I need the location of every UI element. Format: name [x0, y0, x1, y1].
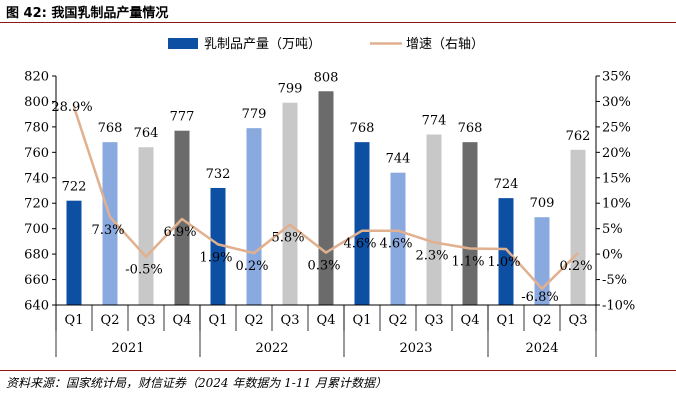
quarter-label: Q2 — [389, 313, 408, 328]
bar-value-label: 724 — [494, 177, 519, 192]
growth-value-label: 2.3% — [415, 248, 448, 263]
legend-bar-label: 乳制品产量（万吨） — [204, 37, 321, 52]
bar — [570, 149, 586, 305]
data-labels: 722 768 764 777 732 779 799 808 768 744 774 768 724 7… — [51, 70, 592, 305]
growth-value-label: -0.5% — [125, 263, 162, 278]
bar — [66, 200, 82, 305]
left-tick-label: 760 — [24, 146, 49, 161]
left-tick-label: 700 — [24, 222, 49, 237]
bar-value-label: 779 — [242, 107, 267, 122]
source-note: 资料来源：国家统计局，财信证券（2024 年数据为 1-11 月累计数据） — [6, 376, 387, 390]
left-tick-label: 740 — [24, 171, 49, 186]
bar-value-label: 768 — [350, 121, 375, 136]
growth-value-label: 0.2% — [559, 259, 592, 274]
quarter-label: Q1 — [353, 313, 372, 328]
right-tick-label: -5% — [602, 273, 627, 288]
quarter-label: Q1 — [497, 313, 516, 328]
right-tick-label: 20% — [602, 146, 631, 161]
growth-line — [72, 106, 579, 290]
quarter-label: Q3 — [425, 313, 444, 328]
bar-value-label: 768 — [98, 121, 123, 136]
legend-line-label: 增速（右轴） — [406, 37, 484, 52]
growth-value-label: 0.3% — [307, 259, 340, 274]
year-label: 2021 — [111, 341, 144, 356]
bar — [426, 134, 442, 305]
bar-value-label: 774 — [422, 114, 447, 129]
footer-rule — [0, 370, 676, 371]
right-tick-label: 35% — [602, 70, 631, 85]
growth-value-label: 5.8% — [271, 231, 304, 246]
growth-value-label: 4.6% — [343, 237, 376, 252]
left-tick-label: 720 — [24, 197, 49, 212]
left-tick-label: 800 — [24, 95, 49, 110]
bar-value-label: 762 — [566, 129, 591, 144]
bar — [210, 187, 226, 305]
right-tick-label: 25% — [602, 120, 631, 135]
left-tick-label: 820 — [24, 70, 49, 85]
left-tick-label: 660 — [24, 273, 49, 288]
bar-series — [66, 91, 586, 306]
right-tick-label: 10% — [602, 197, 631, 212]
quarter-label: Q1 — [209, 313, 228, 328]
bar — [354, 142, 370, 305]
bar-value-label: 799 — [278, 82, 303, 97]
bar — [498, 198, 514, 305]
quarter-label: Q4 — [173, 313, 192, 328]
quarter-label: Q2 — [245, 313, 264, 328]
bar-value-label: 808 — [314, 70, 339, 85]
growth-value-label: 0.2% — [235, 259, 268, 274]
bar-value-label: 764 — [134, 126, 159, 141]
growth-value-label: 4.6% — [379, 237, 412, 252]
year-label: 2024 — [525, 341, 558, 356]
bar — [102, 142, 118, 305]
bar-value-label: 777 — [170, 110, 195, 125]
quarter-label: Q4 — [461, 313, 480, 328]
bar-value-label: 744 — [386, 152, 411, 167]
quarter-label: Q3 — [137, 313, 156, 328]
left-tick-label: 780 — [24, 120, 49, 135]
line-series — [72, 106, 579, 290]
figure-header: 图 42: 我国乳制品产量情况 — [0, 0, 676, 22]
quarter-label: Q2 — [101, 313, 120, 328]
bar — [282, 102, 298, 305]
growth-value-label: 1.0% — [487, 255, 520, 270]
growth-value-label: 28.9% — [51, 100, 92, 115]
growth-value-label: 1.1% — [451, 255, 484, 270]
bar-value-label: 732 — [206, 167, 231, 182]
growth-value-label: 6.9% — [163, 225, 196, 240]
growth-value-label: -6.8% — [521, 290, 558, 305]
growth-value-label: 1.9% — [199, 250, 232, 265]
right-tick-label: 15% — [602, 171, 631, 186]
bar — [390, 172, 406, 305]
legend: 乳制品产量（万吨） 增速（右轴） — [168, 37, 484, 52]
quarter-label: Q3 — [569, 313, 588, 328]
bar — [462, 142, 478, 305]
right-tick-label: -10% — [602, 299, 635, 314]
quarter-label: Q1 — [65, 313, 84, 328]
axes: 640 660 680 700 720 740 760 780 800 820 -10% -5% 0% 5… — [24, 70, 635, 357]
figure-title: 图 42: 我国乳制品产量情况 — [6, 6, 169, 21]
legend-bar-swatch — [168, 38, 198, 49]
growth-value-label: 7.3% — [91, 223, 124, 238]
bar-value-label: 722 — [62, 180, 87, 195]
bar — [246, 128, 262, 305]
quarter-label: Q3 — [281, 313, 300, 328]
quarter-label: Q2 — [533, 313, 552, 328]
year-label: 2022 — [255, 341, 288, 356]
bar — [138, 147, 154, 305]
header-rule — [0, 22, 676, 23]
bar-value-label: 709 — [530, 196, 555, 211]
left-tick-label: 680 — [24, 248, 49, 263]
left-tick-label: 640 — [24, 299, 49, 314]
right-tick-label: 5% — [602, 222, 623, 237]
right-tick-label: 30% — [602, 95, 631, 110]
quarter-label: Q4 — [317, 313, 336, 328]
right-tick-label: 0% — [602, 248, 623, 263]
bar-value-label: 768 — [458, 121, 483, 136]
year-label: 2023 — [399, 341, 432, 356]
